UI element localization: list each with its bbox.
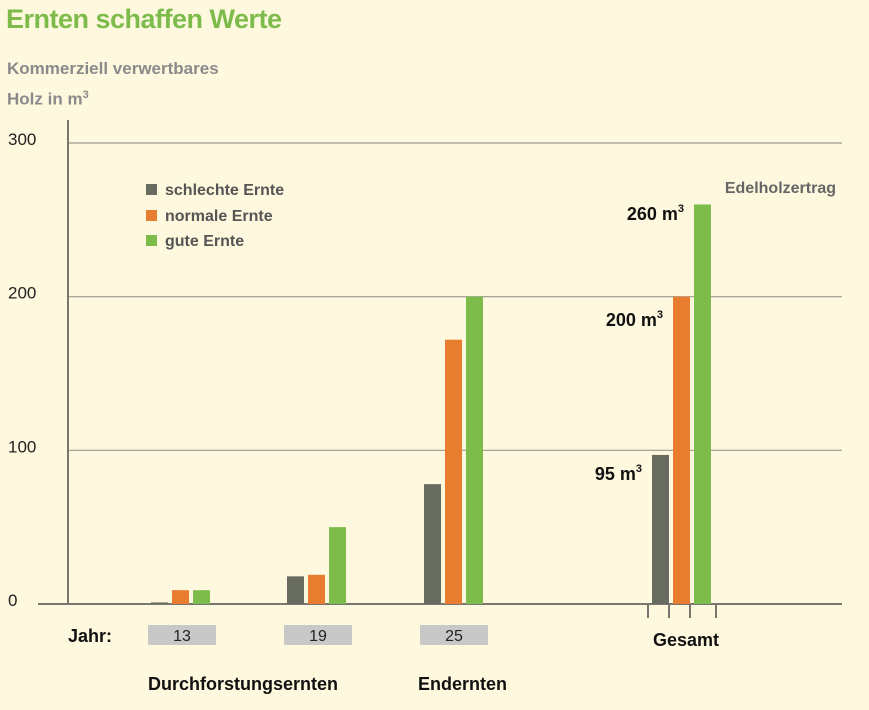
bar-schlecht-25	[424, 484, 441, 604]
total-title: Edelholzertrag	[725, 180, 836, 197]
bar-normal-gesamt	[673, 296, 690, 604]
subtitle-unit: Holz in m	[7, 89, 83, 109]
y-tick-label-0: 0	[8, 591, 17, 610]
data-label-value: 95 m	[595, 464, 636, 484]
bar-gut-25	[466, 296, 483, 604]
bar-normal-13	[172, 590, 189, 604]
x-axis-prefix: Jahr:	[68, 626, 112, 646]
subtitle-unit-exponent: 3	[82, 89, 89, 101]
data-label-total-gut: 260 m3	[627, 203, 684, 224]
bar-gut-13	[193, 590, 210, 604]
legend-label-gut: gute Ernte	[165, 233, 244, 250]
legend-label-schlecht: schlechte Ernte	[165, 182, 284, 199]
data-label-value: 260 m	[627, 204, 678, 224]
x-tick-label-gesamt: Gesamt	[653, 630, 719, 650]
x-tick-label-19: 19	[309, 628, 327, 645]
group-label-durchforstung: Durchforstungsernten	[148, 674, 338, 694]
data-label-total-schlecht: 95 m3	[595, 463, 642, 484]
bar-normal-25	[445, 339, 462, 604]
bar-normal-19	[308, 574, 325, 604]
data-label-total-normal: 200 m3	[606, 309, 663, 330]
x-tick-label-13: 13	[173, 628, 191, 645]
data-label-exponent: 3	[636, 463, 642, 475]
bar-gut-19	[329, 527, 346, 604]
legend-label-normal: normale Ernte	[165, 208, 273, 225]
year-box-13	[148, 625, 216, 645]
legend-swatch-schlecht	[146, 184, 157, 195]
legend-swatch-normal	[146, 210, 157, 221]
subtitle-line-1: Kommerziell verwertbares	[7, 59, 219, 78]
year-box-25	[420, 625, 488, 645]
bar-schlecht-13	[151, 602, 168, 604]
legend-swatch-gut	[146, 235, 157, 246]
chart-subtitle: Kommerziell verwertbares Holz in m3	[7, 55, 219, 113]
data-label-exponent: 3	[678, 203, 684, 215]
y-tick-label-200: 200	[8, 284, 36, 303]
y-tick-label-100: 100	[8, 437, 36, 456]
data-label-exponent: 3	[657, 309, 663, 321]
group-label-endernten: Endernten	[418, 674, 507, 694]
subtitle-line-2: Holz in m3	[7, 82, 219, 113]
bar-schlecht-gesamt	[652, 454, 669, 604]
bar-schlecht-19	[287, 576, 304, 604]
bar-gut-gesamt	[694, 204, 711, 604]
chart-title: Ernten schaffen Werte	[6, 4, 282, 34]
year-box-19	[284, 625, 352, 645]
x-tick-label-25: 25	[445, 628, 463, 645]
y-tick-label-300: 300	[8, 130, 36, 149]
data-label-value: 200 m	[606, 310, 657, 330]
